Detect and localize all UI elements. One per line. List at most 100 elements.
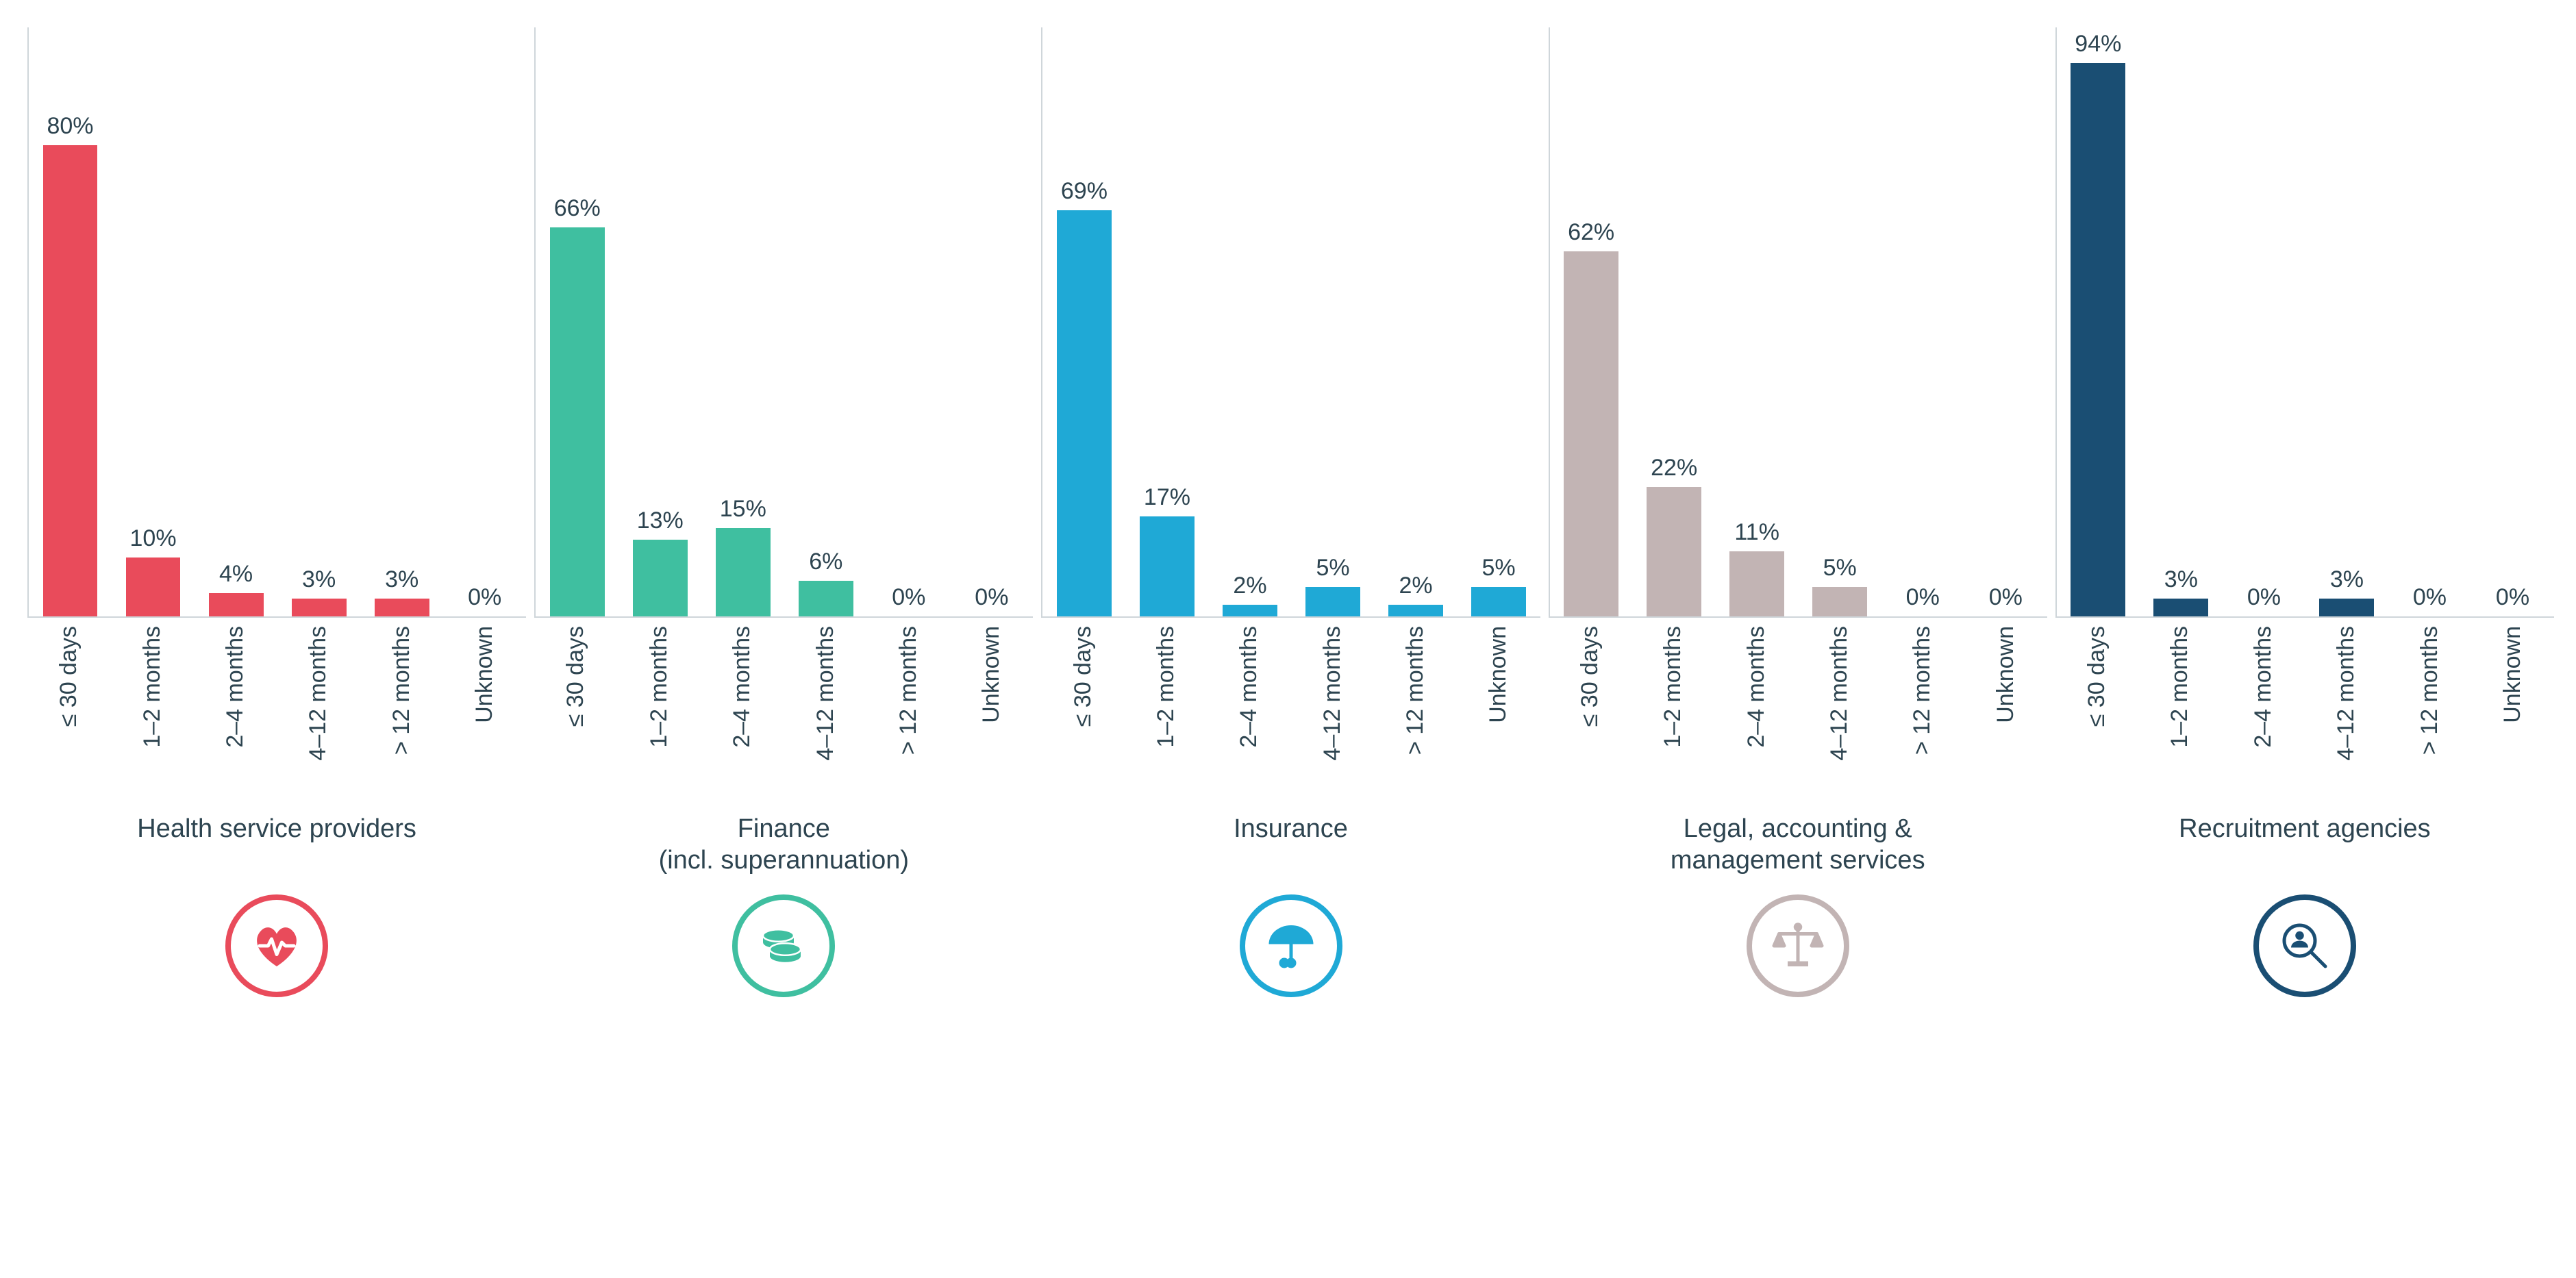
bar-value-label: 10% — [130, 525, 177, 552]
tick-label: 2–4 months — [222, 626, 249, 748]
tick-label: > 12 months — [2416, 626, 2443, 755]
bar-slot: 62% — [1550, 219, 1633, 616]
tick-labels: ≤ 30 days 1–2 months 2–4 months 4–12 months… — [27, 618, 526, 804]
group-title: Recruitment agencies — [2055, 814, 2554, 882]
bar-slot: 94% — [2057, 31, 2140, 616]
tick-label: 4–12 months — [305, 626, 332, 761]
bar-slot: 0% — [2223, 584, 2305, 616]
bar-value-label: 0% — [975, 584, 1008, 611]
bar-slot: 2% — [1208, 573, 1291, 616]
bar-value-label: 80% — [47, 113, 93, 140]
bars-region: 80% 10% 4% 3% 3% 0% — [27, 27, 526, 618]
magnify-person-icon — [2055, 894, 2554, 997]
tick-labels: ≤ 30 days1–2 months2–4 months4–12 months… — [534, 618, 1033, 804]
heart-icon — [27, 894, 526, 997]
bar-value-label: 0% — [892, 584, 925, 611]
bar — [1057, 210, 1112, 616]
tick-label: 2–4 months — [729, 626, 755, 748]
coins-icon — [534, 894, 1033, 997]
bar-slot: 3% — [277, 566, 360, 616]
bar-value-label: 6% — [809, 549, 842, 575]
tick-label: Unknown — [1992, 626, 2019, 723]
bar-slot: 5% — [1458, 555, 1540, 616]
bar-value-label: 0% — [468, 584, 501, 611]
bar — [550, 227, 605, 616]
tick-labels: ≤ 30 days1–2 months2–4 months4–12 months… — [1549, 618, 2047, 804]
bar-slot: 3% — [2305, 566, 2388, 616]
bar-slot: 10% — [112, 525, 195, 616]
bar-slot: 0% — [950, 584, 1033, 616]
tick-labels: ≤ 30 days1–2 months2–4 months4–12 months… — [1041, 618, 1540, 804]
bar-value-label: 0% — [2413, 584, 2447, 611]
bar-slot: 4% — [195, 561, 277, 616]
bar-value-label: 66% — [554, 195, 601, 222]
bar-slot: 5% — [1292, 555, 1375, 616]
bar-value-label: 3% — [385, 566, 418, 593]
bar — [799, 581, 853, 616]
tick-label: Unknown — [2499, 626, 2526, 723]
tick-label: > 12 months — [1909, 626, 1936, 755]
umbrella-icon — [1041, 894, 1540, 997]
bar — [2319, 599, 2374, 616]
tick-label: 2–4 months — [1236, 626, 1262, 748]
bar-value-label: 94% — [2075, 31, 2121, 58]
bar — [43, 145, 98, 616]
sector-time-distribution-chart: 80% 10% 4% 3% 3% 0% ≤ 30 days 1–2 months 2–4 mon… — [0, 0, 2576, 1011]
bar — [1471, 587, 1526, 616]
group-title: Legal, accounting & management services — [1549, 814, 2047, 882]
tick-labels: ≤ 30 days1–2 months2–4 months4–12 months… — [2055, 618, 2554, 804]
bar-value-label: 0% — [1989, 584, 2023, 611]
group-title: Insurance — [1041, 814, 1540, 882]
bar-value-label: 2% — [1233, 573, 1266, 599]
bar-value-label: 22% — [1651, 455, 1697, 481]
bar-value-label: 62% — [1568, 219, 1614, 246]
tick-label: > 12 months — [1402, 626, 1429, 755]
tick-label: ≤ 30 days — [1577, 626, 1603, 727]
tick-label: 4–12 months — [1826, 626, 1853, 761]
bar-value-label: 3% — [2330, 566, 2364, 593]
bar — [1729, 551, 1784, 616]
bar — [2153, 599, 2208, 616]
tick-label: ≤ 30 days — [1070, 626, 1097, 727]
bar-value-label: 0% — [2496, 584, 2529, 611]
tick-label: > 12 months — [388, 626, 415, 755]
bar-slot: 15% — [701, 496, 784, 616]
bar — [126, 557, 181, 616]
bar-slot: 0% — [1881, 584, 1964, 616]
tick-label: Unknown — [471, 626, 498, 723]
bars-region: 62%22%11%5%0%0% — [1549, 27, 2047, 618]
tick-label: 1–2 months — [646, 626, 673, 748]
bar-value-label: 4% — [219, 561, 253, 588]
bar-value-label: 3% — [2164, 566, 2198, 593]
tick-label: 1–2 months — [1153, 626, 1179, 748]
bar — [1223, 605, 1277, 616]
bar — [716, 528, 771, 616]
bar-slot: 3% — [2140, 566, 2223, 616]
bar-value-label: 69% — [1061, 178, 1108, 205]
bar-value-label: 2% — [1399, 573, 1432, 599]
bar-slot: 6% — [784, 549, 867, 616]
bar-value-label: 15% — [720, 496, 766, 523]
tick-label: Unknown — [1485, 626, 1512, 723]
bar — [1647, 487, 1701, 616]
bar-slot: 0% — [443, 584, 526, 616]
tick-label: ≤ 30 days — [55, 626, 82, 727]
bar-slot: 5% — [1799, 555, 1881, 616]
tick-label: 1–2 months — [1660, 626, 1686, 748]
bar-slot: 0% — [1964, 584, 2047, 616]
bar-value-label: 5% — [1482, 555, 1516, 581]
tick-label: ≤ 30 days — [562, 626, 589, 727]
bar — [1812, 587, 1867, 616]
bar-slot: 0% — [2471, 584, 2554, 616]
bar-slot: 0% — [867, 584, 950, 616]
bar — [292, 599, 347, 616]
bar — [209, 593, 264, 616]
tick-label: ≤ 30 days — [2084, 626, 2110, 727]
chart-group-finance: 66%13%15%6%0%0%≤ 30 days1–2 months2–4 mo… — [534, 27, 1033, 997]
bar-slot: 66% — [536, 195, 618, 616]
chart-group-legal: 62%22%11%5%0%0%≤ 30 days1–2 months2–4 mo… — [1549, 27, 2047, 997]
bars-region: 69%17%2%5%2%5% — [1041, 27, 1540, 618]
tick-label: 1–2 months — [139, 626, 166, 748]
bar-slot: 80% — [29, 113, 112, 616]
group-title: Finance (incl. superannuation) — [534, 814, 1033, 882]
